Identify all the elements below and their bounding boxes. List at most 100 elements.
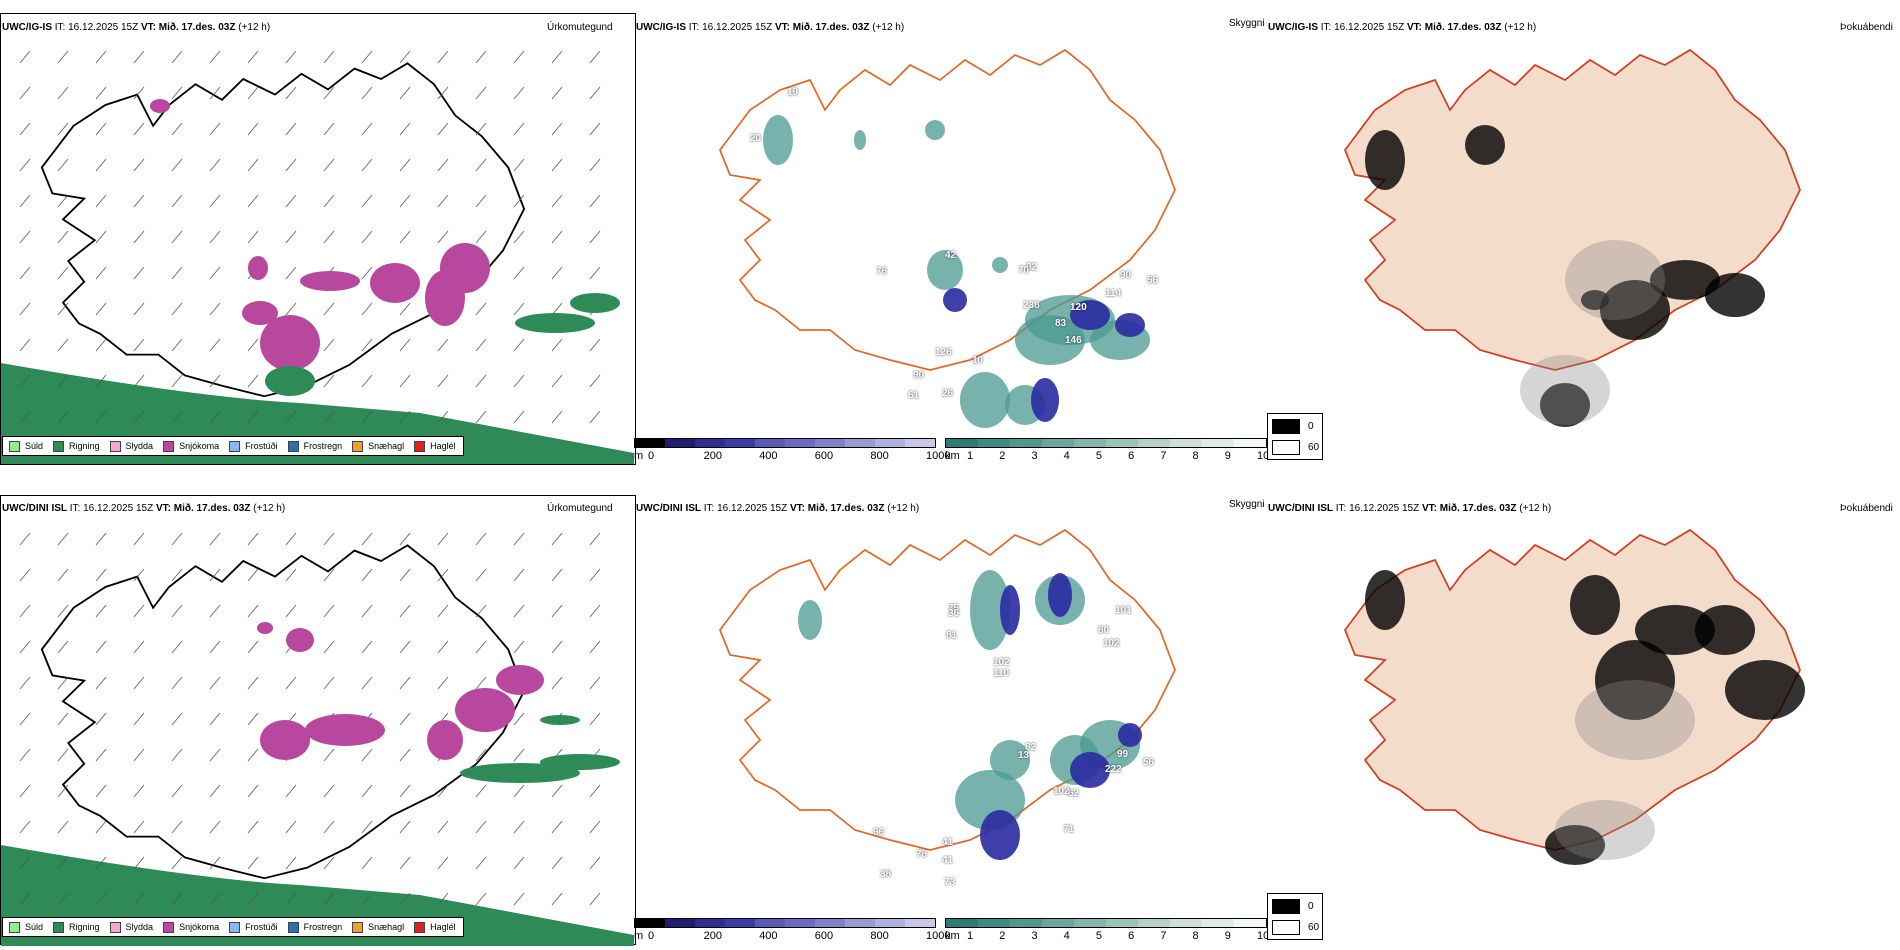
wind-barb <box>589 892 601 906</box>
wind-barb <box>551 856 563 870</box>
colorbar-unit: m <box>634 930 644 942</box>
wind-barb <box>209 122 221 136</box>
colorbar-step <box>1042 439 1074 447</box>
snow-area <box>257 622 273 634</box>
wind-barb <box>57 784 69 798</box>
legend-item-frostúði: Frostúði <box>229 440 278 452</box>
wind-barb <box>57 856 69 870</box>
colorbar-tick: 10 <box>1257 930 1270 942</box>
wind-barb <box>133 748 145 762</box>
fog-key-swatch <box>1272 440 1300 455</box>
colorbar-tick: 8 <box>1192 450 1199 462</box>
wind-barb <box>171 712 183 726</box>
colorbar-step <box>725 919 755 927</box>
legend-label: Snjókoma <box>179 922 220 932</box>
wind-barb <box>361 194 373 208</box>
vt-label: VT: <box>1406 22 1422 33</box>
wind-barb <box>95 568 107 582</box>
wind-barb <box>19 892 31 906</box>
colorbar-tick: 800 <box>870 450 889 462</box>
wind-barb <box>551 604 563 618</box>
colorbar-tick: 7 <box>1160 930 1167 942</box>
colorbar-strip <box>945 918 1267 928</box>
wind-barb <box>323 302 335 316</box>
fog-key-row: 0 <box>1272 419 1314 434</box>
it-value: 16.12.2025 15Z <box>717 503 788 514</box>
wind-barb <box>399 676 411 690</box>
wind-barb <box>19 410 31 424</box>
legend-label: Haglél <box>430 922 456 932</box>
row1-vis-header: UWC/IG-IS IT: 16.12.2025 15Z VT: Mið. 17… <box>636 22 904 33</box>
wind-barb <box>285 676 297 690</box>
wind-barb <box>19 302 31 316</box>
wind-barb <box>95 230 107 244</box>
wind-barb <box>513 820 525 834</box>
colorbar-tick: 1 <box>967 930 974 942</box>
wind-barb <box>57 748 69 762</box>
row2-precip-header: UWC/DINI ISL IT: 16.12.2025 15Z VT: Mið.… <box>2 503 285 514</box>
wind-barb <box>551 50 563 64</box>
ceiling-value-label: 96 <box>873 827 885 838</box>
low-visibility-area <box>927 250 963 290</box>
colorbar-step <box>1138 439 1170 447</box>
wind-barb <box>133 712 145 726</box>
wind-barb <box>475 338 487 352</box>
legend-swatch <box>109 921 121 933</box>
wind-barb <box>209 230 221 244</box>
colorbar-step <box>875 439 905 447</box>
wind-barb <box>589 230 601 244</box>
wind-barb <box>361 374 373 388</box>
wind-barb <box>551 194 563 208</box>
fog-index-area <box>1575 680 1695 760</box>
row2-fog-title: Þokuábendi <box>1840 503 1893 514</box>
wind-barb <box>589 266 601 280</box>
wind-barb <box>513 374 525 388</box>
wind-barb <box>399 856 411 870</box>
wind-barb <box>437 338 449 352</box>
wind-barb <box>19 266 31 280</box>
wind-barb <box>209 820 221 834</box>
wind-barb <box>133 122 145 136</box>
snow-area <box>300 271 360 291</box>
wind-barb <box>285 50 297 64</box>
wind-barb <box>209 784 221 798</box>
ceiling-value-label: 73 <box>944 877 956 888</box>
wind-barb <box>323 374 335 388</box>
ceiling-value-label: 222 <box>1105 764 1122 775</box>
wind-barb <box>551 410 563 424</box>
snow-area <box>440 243 490 293</box>
colorbar-step <box>1010 439 1042 447</box>
low-ceiling-area <box>1118 723 1142 747</box>
colorbar-unit: m <box>634 450 644 462</box>
legend-swatch <box>163 921 175 933</box>
ceiling-value-label: 78 <box>916 849 928 860</box>
wind-barb <box>399 374 411 388</box>
wind-barb <box>513 266 525 280</box>
ceiling-value-label: 36 <box>948 608 960 619</box>
colorbar-tick: 400 <box>759 930 778 942</box>
colorbar-tick: 10 <box>1257 450 1270 462</box>
wind-barb <box>437 86 449 100</box>
wind-barb <box>551 532 563 546</box>
wind-barb <box>437 604 449 618</box>
fog-index-area <box>1570 575 1620 635</box>
wind-barb <box>57 338 69 352</box>
wind-barb <box>437 892 449 906</box>
colorbar-tick: 6 <box>1128 930 1135 942</box>
ceiling-value-label: 126 <box>935 347 952 358</box>
wind-barb <box>551 820 563 834</box>
wind-barb <box>133 604 145 618</box>
wind-barb <box>171 784 183 798</box>
ceiling-value-label: 20 <box>750 133 762 144</box>
wind-barb <box>19 784 31 798</box>
wind-barb <box>513 856 525 870</box>
wind-barb <box>475 50 487 64</box>
it-value: 16.12.2025 15Z <box>83 503 154 514</box>
wind-barb <box>513 568 525 582</box>
wind-barb <box>247 86 259 100</box>
wind-barb <box>133 410 145 424</box>
wind-barb <box>285 784 297 798</box>
ceiling-value-label: 62 <box>1068 788 1080 799</box>
colorbar-tick: 4 <box>1063 450 1070 462</box>
wind-barb <box>171 50 183 64</box>
